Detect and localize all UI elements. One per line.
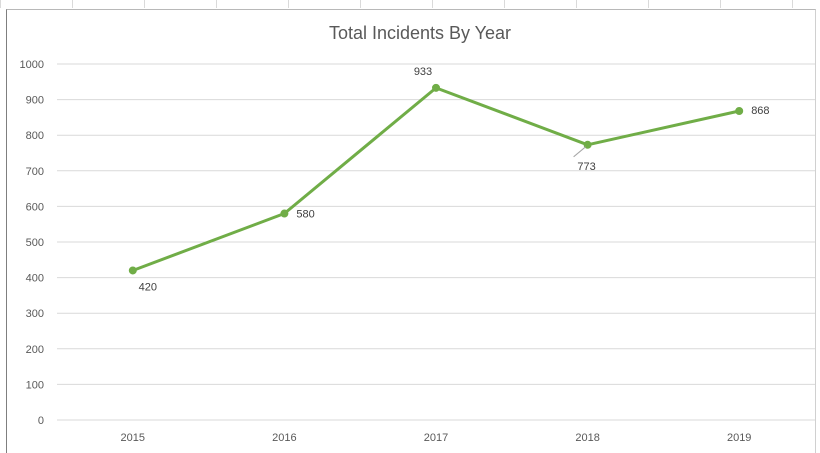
data-label-leader-line [573, 146, 586, 158]
series-line [131, 86, 741, 272]
chart-title[interactable]: Total Incidents By Year [328, 23, 512, 43]
x-tick-label-2019: 2019 [727, 432, 751, 444]
data-label-2016: 580 [296, 209, 314, 221]
x-tick-label-2018: 2018 [575, 432, 599, 444]
data-point-2019 [735, 106, 744, 115]
data-point-2018 [583, 140, 592, 149]
x-tick-label-2017: 2017 [424, 432, 448, 444]
y-tick-label-100: 100 [26, 379, 44, 391]
data-label-2015: 420 [139, 281, 157, 293]
data-point-2017 [432, 83, 440, 92]
y-tick-label-700: 700 [26, 166, 44, 178]
data-point-2015 [128, 266, 137, 275]
x-tick-label-2015: 2015 [121, 432, 145, 444]
y-tick-label-800: 800 [26, 130, 44, 142]
y-tick-label-0: 0 [38, 415, 44, 427]
y-tick-label-1000: 1000 [20, 59, 44, 71]
data-point-2016 [280, 209, 289, 218]
y-tick-label-300: 300 [26, 308, 44, 320]
sheet-column-gridlines [0, 0, 820, 8]
y-tick-label-600: 600 [26, 201, 44, 213]
chart-area[interactable] [6, 9, 816, 453]
x-tick-label-2016: 2016 [272, 432, 296, 444]
y-tick-label-500: 500 [26, 237, 44, 249]
y-tick-label-900: 900 [26, 95, 44, 107]
y-tick-label-400: 400 [26, 273, 44, 285]
data-label-2018: 773 [577, 161, 595, 173]
data-label-2019: 868 [751, 105, 769, 117]
data-label-2017: 933 [414, 66, 432, 78]
y-tick-label-200: 200 [26, 344, 44, 356]
